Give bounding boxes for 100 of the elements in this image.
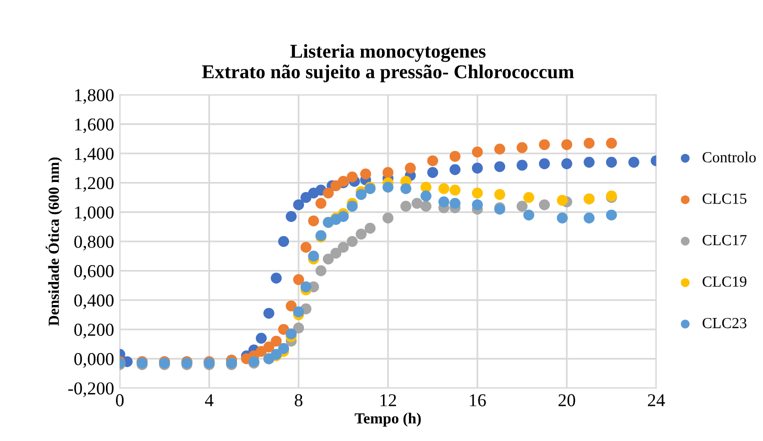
legend-label: CLC15 (702, 194, 746, 204)
point (412, 198, 423, 209)
point (286, 211, 297, 222)
point (315, 265, 326, 276)
point (382, 167, 394, 178)
point (315, 198, 326, 209)
point (322, 188, 334, 199)
point (286, 328, 297, 340)
point (606, 156, 617, 168)
point (561, 158, 572, 170)
point (338, 211, 349, 222)
y-axis-title: Densidade Ótica (600 nm) (46, 157, 62, 326)
point (356, 189, 367, 200)
point (382, 182, 394, 193)
y-tick-label: -0,200 (68, 382, 114, 398)
x-tick-label: 0 (116, 394, 124, 406)
point (382, 212, 394, 224)
point (293, 199, 304, 210)
point (293, 322, 304, 334)
point (293, 274, 304, 286)
point (561, 139, 572, 150)
point (360, 168, 372, 180)
x-tick-label: 16 (470, 394, 486, 406)
y-tick-label: 0,400 (74, 294, 114, 310)
point (438, 196, 450, 208)
point (538, 158, 550, 170)
point (308, 215, 320, 226)
y-tick-label: 0,600 (74, 265, 114, 280)
point (427, 155, 438, 166)
legend-label: CLC23 (702, 318, 746, 328)
point (584, 156, 595, 168)
point (420, 200, 432, 212)
point (450, 198, 461, 209)
point (278, 236, 290, 247)
point (584, 212, 595, 224)
point (606, 210, 617, 221)
x-tick-label: 8 (294, 394, 302, 406)
point (472, 146, 483, 158)
point (263, 308, 274, 319)
point (427, 167, 438, 178)
point (256, 332, 267, 344)
point (346, 236, 358, 247)
point (556, 212, 568, 224)
point (263, 342, 274, 352)
legend-label: CLC19 (702, 276, 746, 287)
point (346, 171, 358, 182)
point (338, 242, 349, 253)
point (584, 138, 595, 149)
x-axis-title: Tempo (h) (354, 412, 421, 427)
point (270, 272, 282, 284)
y-tick-label: 0,800 (74, 236, 114, 250)
point (300, 281, 312, 292)
x-tick-label: 4 (205, 394, 214, 406)
point (322, 254, 334, 265)
point (364, 222, 376, 234)
point (300, 242, 312, 253)
point (472, 162, 483, 174)
y-tick-label: 1,800 (75, 89, 114, 104)
point (293, 306, 304, 318)
point (472, 188, 483, 199)
point (346, 200, 358, 212)
y-tick-label: 1,000 (75, 206, 114, 222)
point (523, 210, 534, 221)
point (356, 228, 367, 240)
point (494, 161, 506, 172)
point (494, 189, 506, 200)
point (278, 343, 290, 354)
point (538, 139, 550, 150)
y-tick-label: 1,200 (75, 177, 114, 192)
y-tick-label: 0,000 (74, 353, 114, 368)
point (556, 194, 568, 206)
point (516, 142, 528, 154)
legend-label: CLC17 (702, 235, 747, 246)
point (270, 336, 282, 347)
point (606, 138, 617, 149)
x-tick-label: 24 (648, 394, 665, 406)
legend-label: Controlo (702, 152, 756, 162)
y-tick-label: 1,600 (75, 118, 114, 134)
point (286, 300, 297, 312)
point (400, 200, 412, 212)
point (450, 150, 461, 162)
point (308, 250, 320, 262)
point (404, 162, 416, 174)
y-tick-label: 1,400 (75, 148, 114, 163)
x-tick-label: 20 (558, 394, 576, 406)
point (516, 160, 528, 171)
point (494, 144, 506, 155)
chart-title: Listeria monocytogenes Extrato não sujeito a pressão- Chlorococcum (202, 44, 574, 82)
point (628, 156, 640, 168)
point (400, 183, 412, 194)
y-tick-label: 0,200 (74, 324, 114, 338)
point (538, 199, 550, 210)
point (450, 184, 461, 196)
point (523, 192, 534, 203)
x-tick-label: 12 (380, 394, 396, 406)
point (420, 190, 432, 202)
point (450, 164, 461, 176)
point (472, 199, 483, 210)
point (438, 183, 450, 194)
point (330, 248, 342, 259)
